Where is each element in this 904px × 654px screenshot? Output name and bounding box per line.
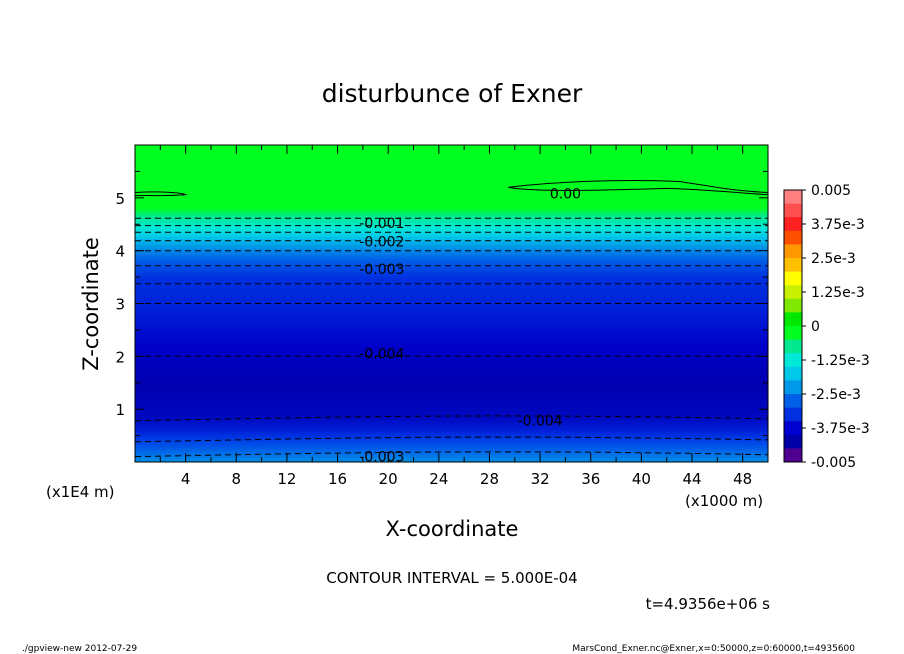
colorbar-cell: [784, 203, 802, 218]
colorbar-label: -3.75e-3: [811, 421, 870, 437]
x-tick-label: 32: [531, 470, 550, 488]
y-tick-label: 5: [115, 190, 125, 208]
x-tick-label: 8: [232, 470, 242, 488]
x-tick-label: 16: [328, 470, 347, 488]
contour-line: [135, 436, 768, 443]
y-tick-label: 1: [115, 401, 125, 419]
y-axis-label: Z-coordinate: [79, 237, 103, 371]
x-ticks: 4 8 12 16 20 24 28 32 36 40 44 48: [159, 145, 752, 488]
contour-line: [135, 451, 768, 458]
contour-label: -0.001: [359, 216, 404, 232]
colorbar-cell: [784, 230, 802, 245]
colorbar-cell: [784, 394, 802, 408]
colorbar-label: -2.5e-3: [811, 387, 861, 403]
contour-line: [135, 415, 768, 422]
colorbar-cell: [784, 244, 802, 259]
contour-labels: 0.00 -0.001 -0.002 -0.003 -0.004 -0.004 -0.003: [359, 187, 581, 466]
contour-label: 0.00: [550, 187, 581, 203]
x-tick-label: 4: [181, 470, 191, 488]
colorbar-label: 3.75e-3: [811, 217, 865, 233]
colorbar-label: -1.25e-3: [811, 353, 870, 369]
colorbar-cell: [784, 271, 802, 286]
colorbar-cell: [784, 285, 802, 300]
colorbar-cells: [784, 190, 802, 463]
contour-label: -0.002: [359, 235, 404, 251]
colorbar-cell: [784, 434, 802, 449]
contour-label: -0.003: [359, 262, 404, 278]
x-axis-label: X-coordinate: [386, 517, 519, 541]
colorbar-label: -0.005: [811, 455, 856, 471]
x-tick-label: 48: [733, 470, 752, 488]
colorbar-cell: [784, 380, 802, 395]
x-tick-label: 20: [379, 470, 398, 488]
zero-contour-left: [135, 191, 188, 197]
contour-label: -0.003: [359, 450, 404, 466]
y-tick-label: 4: [115, 243, 125, 261]
colorbar-cell: [784, 448, 802, 463]
colorbar-cell: [784, 298, 802, 313]
colorbar-cell: [784, 190, 802, 204]
contour-interval: CONTOUR INTERVAL = 5.000E-04: [326, 569, 577, 587]
colorbar: 0.005 3.75e-3 2.5e-3 1.25e-3 0 -1.25e-3 -2.5e-…: [783, 183, 870, 471]
colorbar-cell: [784, 258, 802, 272]
x-tick-label: 36: [581, 470, 600, 488]
x-tick-label: 44: [682, 470, 701, 488]
colorbar-cell: [784, 366, 802, 381]
x-tick-label: 28: [480, 470, 499, 488]
contour-label: -0.004: [359, 347, 404, 363]
colorbar-cell: [784, 353, 802, 368]
colorbar-cell: [784, 407, 802, 422]
y-axis-unit: (x1E4 m): [46, 483, 115, 501]
contour-lines: [135, 180, 768, 458]
y-tick-label: 3: [115, 296, 125, 314]
colorbar-label: 0.005: [811, 183, 851, 199]
footer-right: MarsCond_Exner.nc@Exner,x=0:50000,z=0:60…: [572, 644, 855, 654]
colorbar-labels: 0.005 3.75e-3 2.5e-3 1.25e-3 0 -1.25e-3 -2.5e-…: [802, 183, 870, 471]
colorbar-label: 2.5e-3: [811, 251, 856, 267]
colorbar-cell: [784, 326, 802, 340]
colorbar-label: 1.25e-3: [811, 285, 865, 301]
colorbar-cell: [784, 339, 802, 354]
x-tick-label: 12: [277, 470, 296, 488]
x-tick-label: 40: [632, 470, 651, 488]
time-label: t=4.9356e+06 s: [646, 595, 771, 613]
y-ticks: 1 2 3 4 5: [115, 170, 768, 437]
x-tick-label: 24: [429, 470, 448, 488]
colorbar-cell: [784, 217, 802, 232]
colorbar-cell: [784, 421, 802, 436]
y-tick-label: 2: [115, 348, 125, 366]
x-axis-unit: (x1000 m): [685, 492, 763, 510]
colorbar-label: 0: [811, 319, 820, 335]
zero-contour-right: [508, 180, 768, 196]
contour-label: -0.004: [518, 413, 563, 429]
footer-left: ./gpview-new 2012-07-29: [22, 644, 137, 654]
colorbar-cell: [784, 312, 802, 327]
chart-title: disturbunce of Exner: [322, 79, 583, 108]
